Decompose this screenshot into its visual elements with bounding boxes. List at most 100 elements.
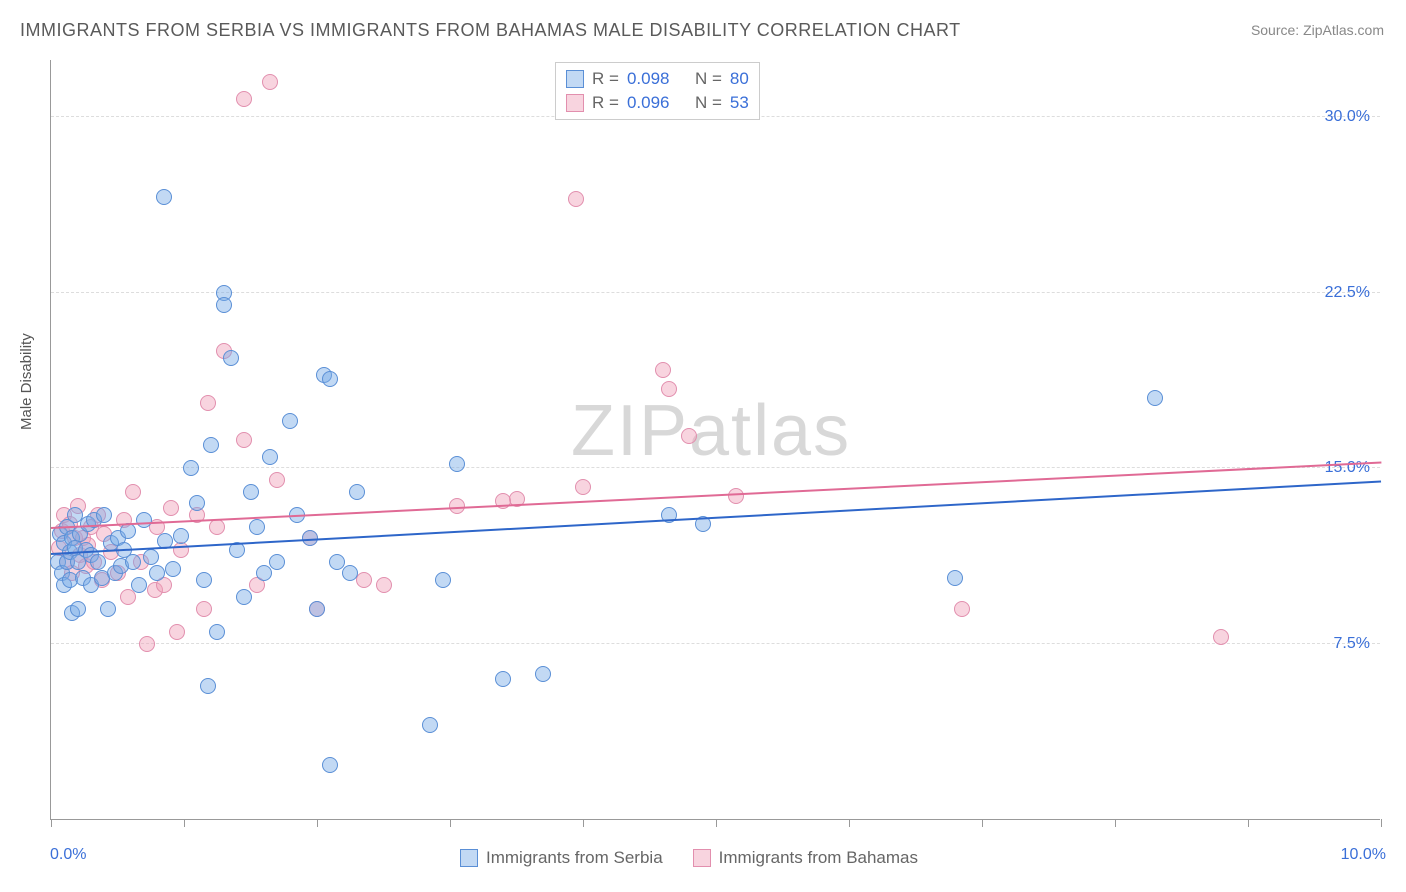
gridline-h bbox=[51, 467, 1380, 468]
point-series-a bbox=[209, 624, 225, 640]
point-series-b bbox=[269, 472, 285, 488]
point-series-a bbox=[189, 495, 205, 511]
x-tick-mark bbox=[716, 819, 717, 827]
point-series-a bbox=[249, 519, 265, 535]
point-series-a bbox=[90, 554, 106, 570]
point-series-a bbox=[165, 561, 181, 577]
point-series-a bbox=[96, 507, 112, 523]
y-tick-label: 7.5% bbox=[1334, 635, 1370, 653]
point-series-a bbox=[70, 601, 86, 617]
x-tick-mark bbox=[51, 819, 52, 827]
gridline-h bbox=[51, 643, 1380, 644]
point-series-a bbox=[196, 572, 212, 588]
point-series-a bbox=[322, 757, 338, 773]
point-series-b bbox=[449, 498, 465, 514]
plot-area: ZIPatlas 7.5%15.0%22.5%30.0% bbox=[50, 60, 1380, 820]
x-tick-right: 10.0% bbox=[1341, 846, 1386, 864]
point-series-b bbox=[376, 577, 392, 593]
point-series-a bbox=[183, 460, 199, 476]
legend-item-b: Immigrants from Bahamas bbox=[693, 848, 918, 868]
point-series-b bbox=[236, 91, 252, 107]
r-label: R = bbox=[592, 69, 619, 89]
point-series-a bbox=[422, 717, 438, 733]
point-series-a bbox=[223, 350, 239, 366]
r-label: R = bbox=[592, 93, 619, 113]
point-series-a bbox=[1147, 390, 1163, 406]
gridline-h bbox=[51, 292, 1380, 293]
point-series-b bbox=[200, 395, 216, 411]
swatch-series-b bbox=[693, 849, 711, 867]
point-series-a bbox=[100, 601, 116, 617]
legend-series: Immigrants from Serbia Immigrants from B… bbox=[460, 848, 918, 868]
r-value: 0.096 bbox=[627, 93, 670, 113]
point-series-a bbox=[236, 589, 252, 605]
swatch-icon bbox=[566, 94, 584, 112]
point-series-b bbox=[125, 484, 141, 500]
point-series-a bbox=[947, 570, 963, 586]
point-series-a bbox=[120, 523, 136, 539]
watermark-thin: atlas bbox=[689, 391, 851, 471]
point-series-a bbox=[216, 297, 232, 313]
chart-title: IMMIGRANTS FROM SERBIA VS IMMIGRANTS FRO… bbox=[20, 20, 961, 41]
point-series-a bbox=[125, 554, 141, 570]
legend-item-a: Immigrants from Serbia bbox=[460, 848, 663, 868]
point-series-b bbox=[575, 479, 591, 495]
point-series-a bbox=[200, 678, 216, 694]
y-axis-label: Male Disability bbox=[18, 333, 35, 430]
point-series-a bbox=[329, 554, 345, 570]
x-tick-mark bbox=[1248, 819, 1249, 827]
point-series-b bbox=[169, 624, 185, 640]
n-label: N = bbox=[695, 69, 722, 89]
legend-correlation-box: R = 0.098 N = 80 R = 0.096 N = 53 bbox=[555, 62, 760, 120]
legend-correlation-row: R = 0.096 N = 53 bbox=[566, 91, 749, 115]
point-series-a bbox=[349, 484, 365, 500]
point-series-a bbox=[282, 413, 298, 429]
x-tick-mark bbox=[982, 819, 983, 827]
point-series-b bbox=[655, 362, 671, 378]
point-series-a bbox=[136, 512, 152, 528]
x-tick-mark bbox=[583, 819, 584, 827]
point-series-a bbox=[203, 437, 219, 453]
source-label: Source: ZipAtlas.com bbox=[1251, 22, 1384, 38]
point-series-a bbox=[131, 577, 147, 593]
y-tick-label: 22.5% bbox=[1325, 284, 1370, 302]
point-series-a bbox=[309, 601, 325, 617]
watermark-bold: ZIP bbox=[571, 391, 689, 471]
point-series-a bbox=[243, 484, 259, 500]
legend-label-a: Immigrants from Serbia bbox=[486, 848, 663, 868]
x-tick-mark bbox=[1381, 819, 1382, 827]
point-series-a bbox=[173, 528, 189, 544]
point-series-a bbox=[342, 565, 358, 581]
r-value: 0.098 bbox=[627, 69, 670, 89]
n-label: N = bbox=[695, 93, 722, 113]
x-tick-mark bbox=[849, 819, 850, 827]
point-series-a bbox=[143, 549, 159, 565]
point-series-b bbox=[163, 500, 179, 516]
watermark: ZIPatlas bbox=[571, 390, 851, 472]
point-series-a bbox=[322, 371, 338, 387]
x-tick-left: 0.0% bbox=[50, 846, 86, 864]
point-series-a bbox=[495, 671, 511, 687]
point-series-b bbox=[196, 601, 212, 617]
point-series-b bbox=[262, 74, 278, 90]
legend-correlation-row: R = 0.098 N = 80 bbox=[566, 67, 749, 91]
x-tick-mark bbox=[317, 819, 318, 827]
point-series-b bbox=[681, 428, 697, 444]
point-series-b bbox=[728, 488, 744, 504]
swatch-series-a bbox=[460, 849, 478, 867]
point-series-b bbox=[954, 601, 970, 617]
point-series-a bbox=[256, 565, 272, 581]
point-series-b bbox=[173, 542, 189, 558]
point-series-a bbox=[449, 456, 465, 472]
point-series-b bbox=[209, 519, 225, 535]
n-value: 53 bbox=[730, 93, 749, 113]
point-series-b bbox=[568, 191, 584, 207]
point-series-a bbox=[149, 565, 165, 581]
point-series-a bbox=[435, 572, 451, 588]
x-tick-mark bbox=[450, 819, 451, 827]
point-series-b bbox=[139, 636, 155, 652]
point-series-a bbox=[269, 554, 285, 570]
point-series-b bbox=[236, 432, 252, 448]
swatch-icon bbox=[566, 70, 584, 88]
point-series-a bbox=[156, 189, 172, 205]
